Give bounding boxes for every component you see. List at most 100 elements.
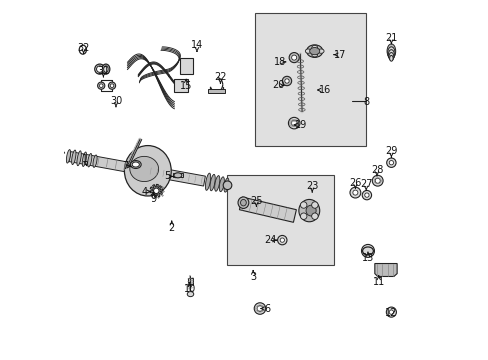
Ellipse shape: [238, 197, 248, 208]
Ellipse shape: [95, 64, 104, 74]
Circle shape: [349, 187, 360, 198]
Text: 25: 25: [250, 195, 262, 206]
Bar: [188, 278, 192, 285]
Circle shape: [284, 79, 288, 83]
Circle shape: [282, 76, 291, 86]
Polygon shape: [149, 184, 163, 197]
Text: 28: 28: [370, 165, 383, 175]
Bar: [174, 79, 187, 92]
Ellipse shape: [309, 48, 319, 55]
Circle shape: [110, 84, 114, 87]
Text: 6: 6: [264, 303, 270, 314]
Circle shape: [386, 158, 395, 167]
Circle shape: [99, 84, 103, 87]
Text: 11: 11: [372, 276, 384, 287]
Ellipse shape: [305, 49, 310, 53]
Ellipse shape: [124, 145, 171, 196]
Circle shape: [386, 307, 396, 317]
Circle shape: [288, 117, 299, 129]
Ellipse shape: [129, 156, 158, 181]
Text: 18: 18: [273, 57, 285, 67]
Text: 7: 7: [122, 161, 128, 171]
Circle shape: [311, 202, 318, 208]
Text: 31: 31: [97, 66, 109, 76]
Ellipse shape: [174, 173, 182, 178]
Ellipse shape: [306, 45, 322, 58]
Text: 23: 23: [305, 181, 318, 191]
Ellipse shape: [298, 199, 319, 222]
Text: 9: 9: [150, 194, 157, 204]
Text: 5: 5: [163, 171, 170, 181]
Circle shape: [374, 178, 380, 183]
Ellipse shape: [210, 174, 215, 191]
Text: 29: 29: [385, 146, 397, 156]
Text: 27: 27: [359, 179, 372, 189]
Ellipse shape: [87, 153, 92, 167]
Ellipse shape: [311, 53, 317, 57]
Text: 1: 1: [82, 154, 88, 164]
Circle shape: [223, 181, 231, 190]
Circle shape: [300, 213, 306, 220]
Circle shape: [108, 82, 115, 89]
Circle shape: [388, 161, 393, 165]
Text: 4: 4: [141, 186, 147, 197]
Ellipse shape: [82, 152, 86, 166]
Text: 8: 8: [363, 96, 369, 107]
Circle shape: [98, 82, 104, 89]
Ellipse shape: [387, 50, 394, 60]
Ellipse shape: [219, 177, 224, 192]
Circle shape: [300, 202, 306, 208]
Circle shape: [277, 235, 286, 245]
Ellipse shape: [389, 55, 392, 61]
Ellipse shape: [224, 178, 228, 192]
Text: 3: 3: [249, 272, 256, 282]
Ellipse shape: [240, 199, 246, 206]
Bar: [179, 58, 193, 74]
Polygon shape: [69, 152, 205, 186]
Ellipse shape: [387, 47, 394, 59]
Text: 32: 32: [77, 42, 90, 53]
Text: 14: 14: [190, 40, 203, 50]
Text: 19: 19: [295, 120, 307, 130]
Ellipse shape: [318, 49, 324, 53]
Text: 20: 20: [271, 80, 284, 90]
Ellipse shape: [305, 205, 316, 216]
Ellipse shape: [96, 66, 103, 72]
Ellipse shape: [93, 155, 97, 167]
Ellipse shape: [102, 64, 110, 74]
Bar: [207, 89, 224, 93]
Circle shape: [352, 190, 357, 195]
Circle shape: [257, 306, 263, 311]
Circle shape: [291, 120, 296, 126]
Polygon shape: [374, 264, 396, 276]
Ellipse shape: [72, 150, 76, 165]
Circle shape: [280, 238, 284, 242]
Text: 22: 22: [214, 72, 226, 82]
Text: 13: 13: [361, 253, 373, 263]
Bar: [227, 175, 333, 265]
Text: 24: 24: [264, 235, 276, 245]
Bar: [254, 13, 366, 146]
Text: 16: 16: [318, 85, 330, 95]
Circle shape: [388, 310, 393, 314]
Ellipse shape: [130, 161, 141, 168]
Text: 17: 17: [333, 50, 346, 60]
Circle shape: [361, 244, 374, 257]
Circle shape: [362, 190, 371, 200]
Circle shape: [291, 55, 296, 60]
Polygon shape: [239, 197, 296, 222]
Circle shape: [311, 213, 318, 220]
Circle shape: [288, 53, 299, 63]
Ellipse shape: [77, 151, 81, 166]
Text: 30: 30: [110, 96, 122, 106]
Circle shape: [254, 303, 265, 314]
Text: 12: 12: [385, 308, 397, 318]
Ellipse shape: [103, 66, 108, 72]
Text: 26: 26: [348, 177, 361, 188]
Circle shape: [364, 193, 368, 197]
Ellipse shape: [187, 292, 193, 297]
Ellipse shape: [386, 44, 395, 58]
Ellipse shape: [311, 45, 317, 50]
Text: 2: 2: [168, 222, 175, 233]
Ellipse shape: [66, 150, 70, 163]
